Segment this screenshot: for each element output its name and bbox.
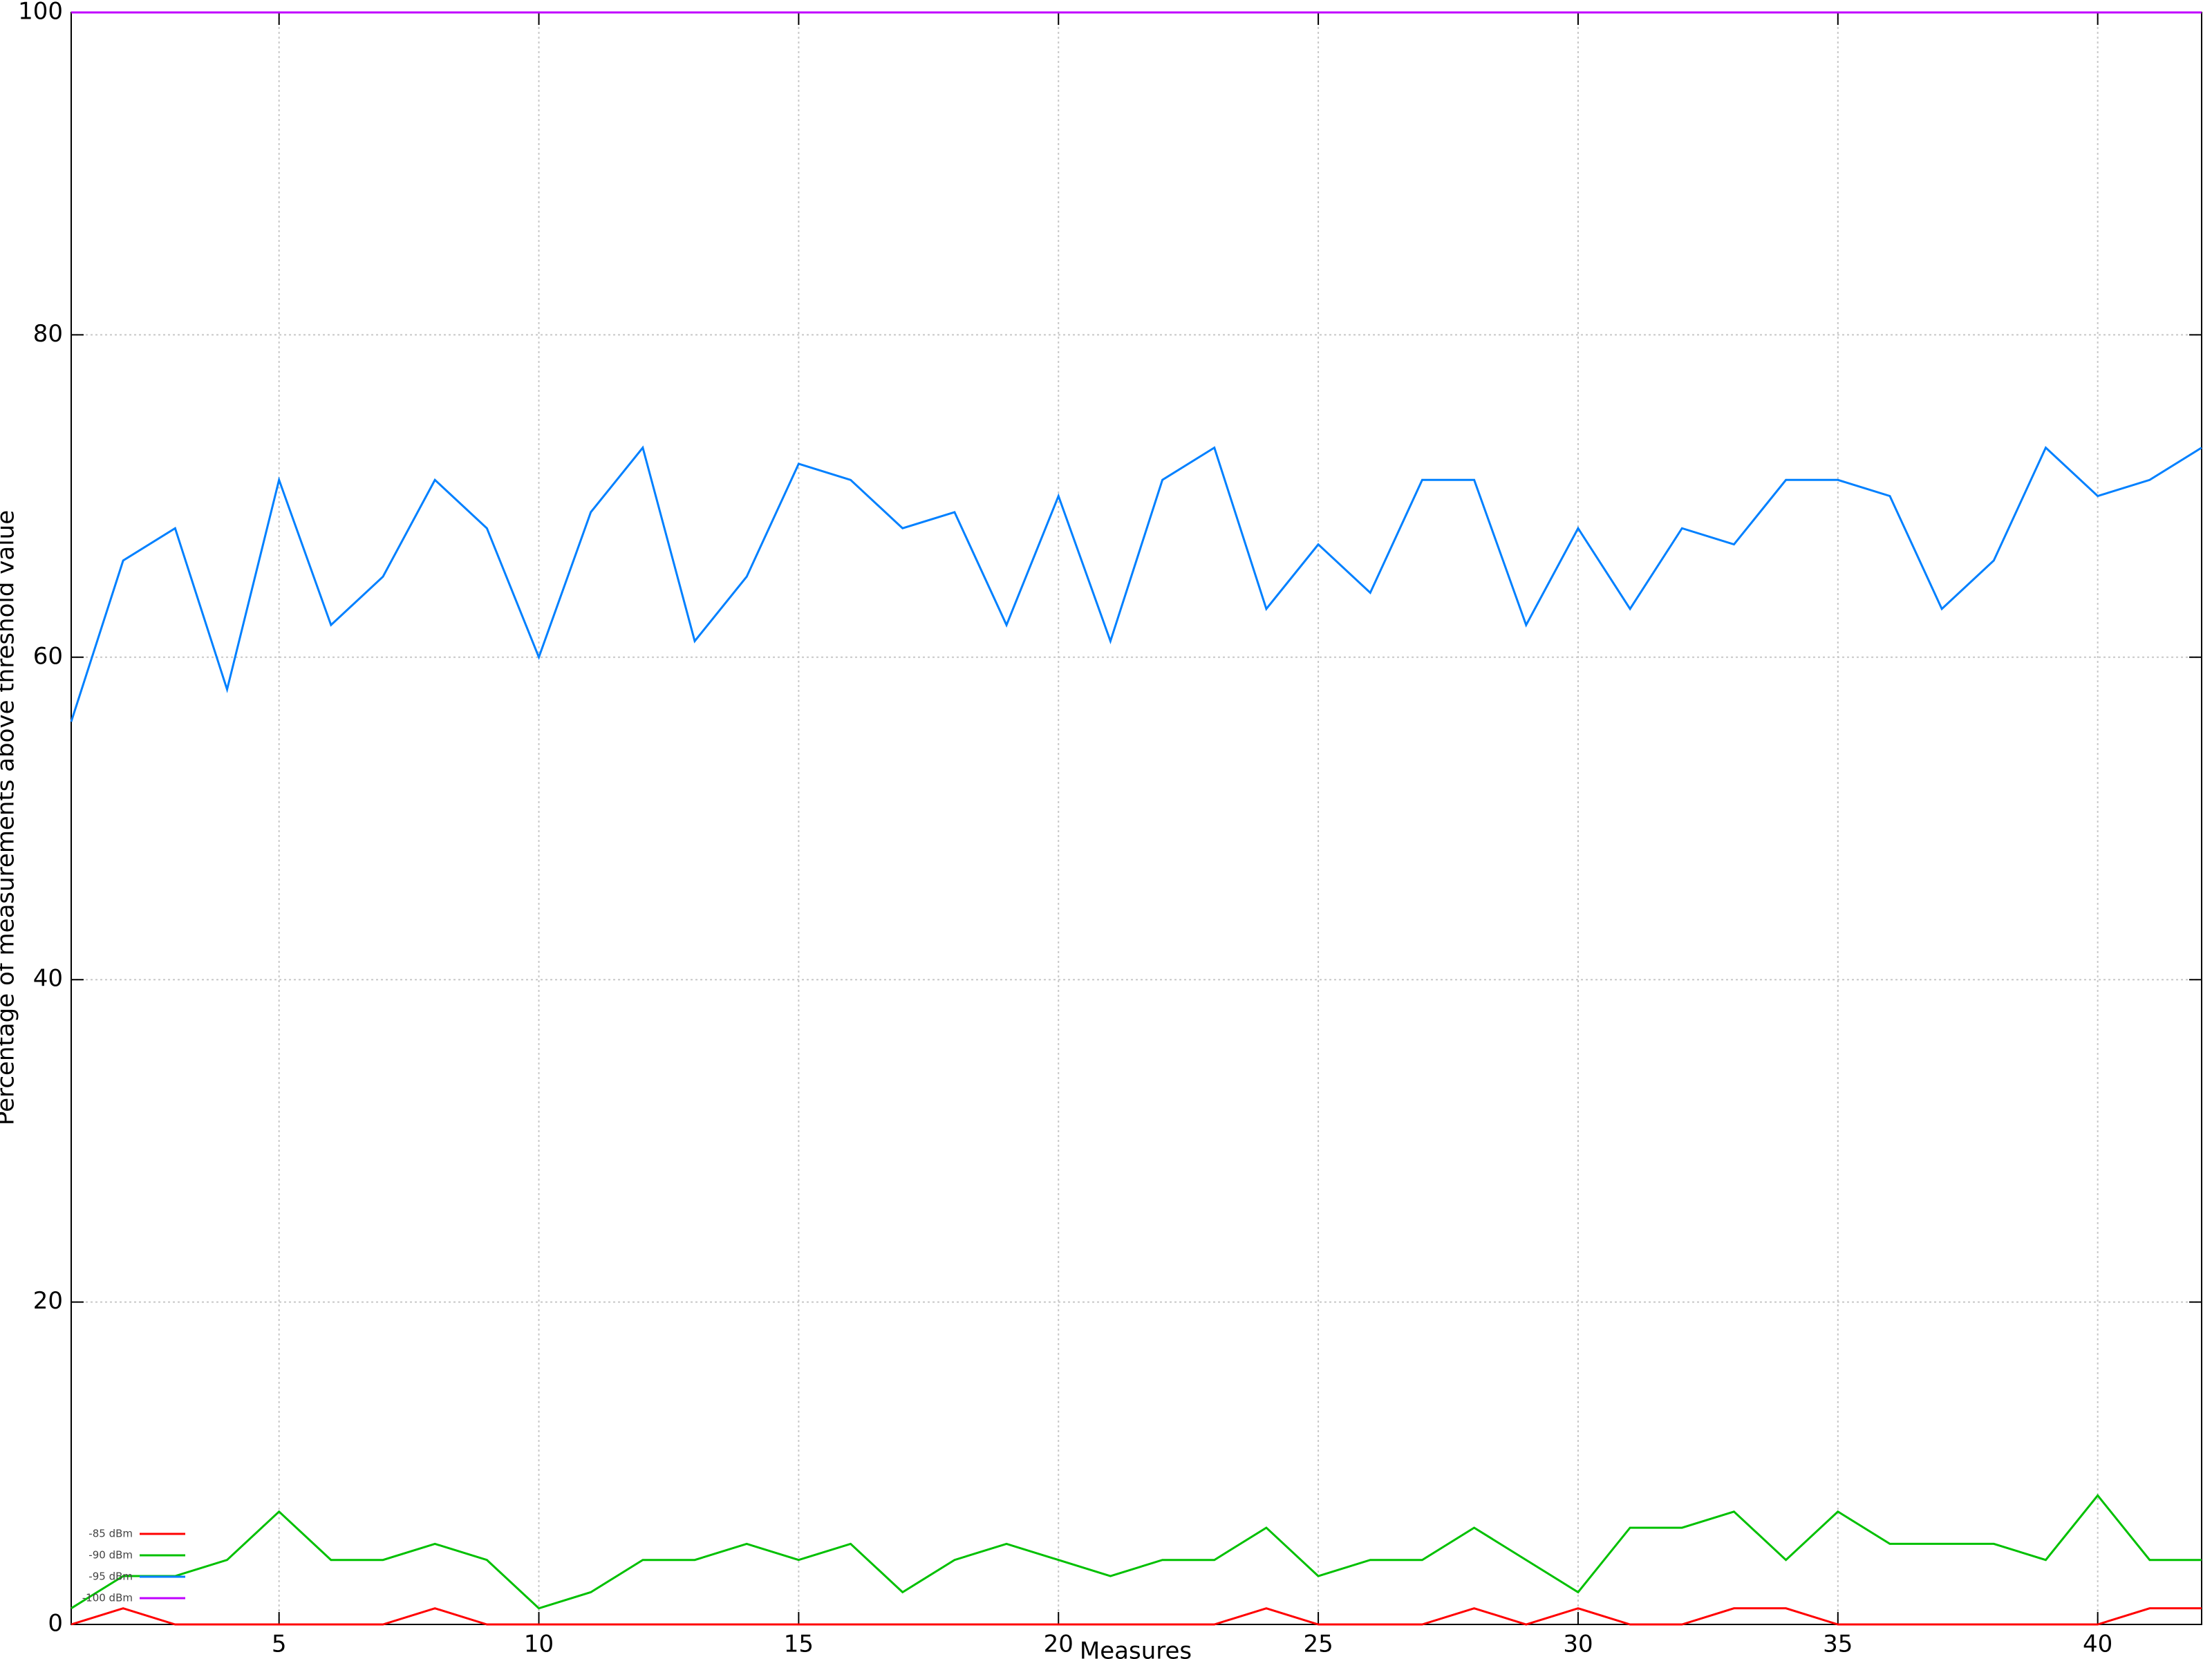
x-tick-label: 5: [272, 1631, 287, 1658]
x-tick-label: 35: [1823, 1631, 1853, 1658]
legend-label: -100 dBm: [82, 1592, 133, 1604]
x-tick-label: 20: [1044, 1631, 1074, 1658]
x-tick-label: 15: [784, 1631, 814, 1658]
y-tick-label: 20: [33, 1287, 63, 1315]
x-axis-label: Measures: [1080, 1638, 1192, 1659]
y-tick-label: 60: [33, 642, 63, 670]
series-line: [71, 1607, 2202, 1626]
y-tick-label: 80: [33, 320, 63, 348]
y-tick-label: 40: [33, 965, 63, 993]
legend-label: -95 dBm: [88, 1571, 133, 1583]
x-tick-label: 30: [1563, 1631, 1593, 1658]
series-line: [70, 445, 2202, 722]
series-line: [71, 1494, 2202, 1610]
legend-label: -90 dBm: [88, 1549, 133, 1562]
x-tick-label: 40: [2083, 1631, 2112, 1658]
x-tick-label: 10: [524, 1631, 554, 1658]
y-tick-label: 100: [18, 0, 63, 26]
legend-label: -85 dBm: [88, 1528, 133, 1540]
y-tick-label: 0: [48, 1610, 63, 1638]
x-tick-label: 25: [1303, 1631, 1333, 1658]
y-axis-label: Percentage of measurements above thresho…: [0, 510, 20, 1125]
plot-frame: [71, 12, 2202, 1625]
